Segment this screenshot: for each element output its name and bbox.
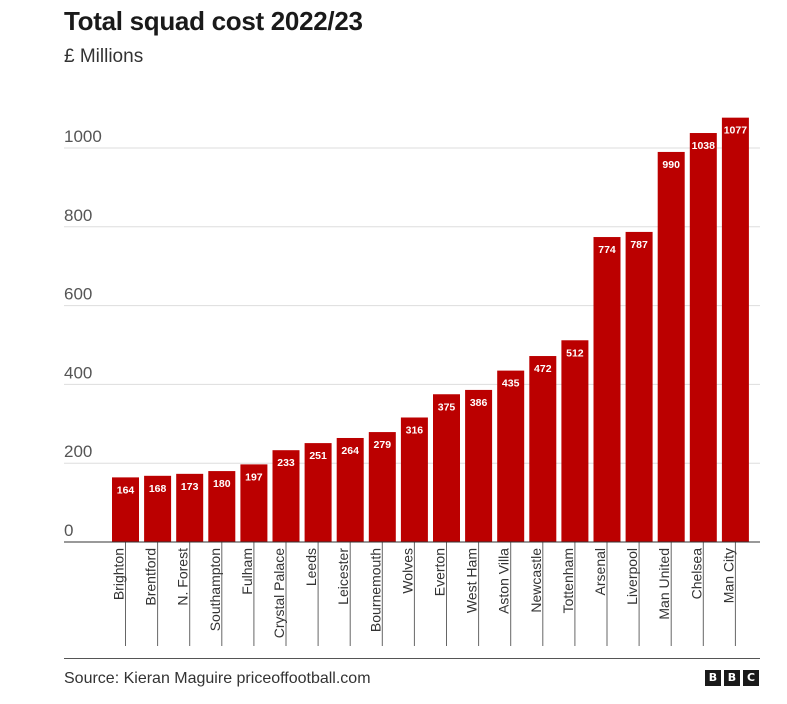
y-tick-label: 0 xyxy=(64,521,73,540)
bar xyxy=(433,394,460,542)
category-label: Everton xyxy=(432,548,448,596)
bar xyxy=(465,389,493,542)
bar-value-label: 168 xyxy=(149,483,167,495)
y-tick-label: 1000 xyxy=(64,127,102,146)
bar xyxy=(336,437,364,542)
category-label: Wolves xyxy=(399,548,415,594)
bar-value-label: 164 xyxy=(117,484,135,496)
bar-value-label: 1038 xyxy=(692,140,716,152)
category-label: Leeds xyxy=(303,548,319,586)
category-label: Brighton xyxy=(111,548,127,600)
category-label: Man United xyxy=(656,548,672,620)
y-tick-label: 400 xyxy=(64,363,92,382)
bar-value-label: 512 xyxy=(566,347,584,359)
bar xyxy=(561,340,589,542)
bar-value-label: 264 xyxy=(341,445,359,457)
bar xyxy=(368,432,396,542)
bar xyxy=(176,473,204,542)
bar xyxy=(112,477,139,542)
bar xyxy=(689,133,717,542)
category-label: Brentford xyxy=(143,548,159,606)
category-label: Southampton xyxy=(207,548,223,631)
category-label: Newcastle xyxy=(528,548,544,613)
bar xyxy=(529,356,557,542)
bar-value-label: 316 xyxy=(406,424,424,436)
category-label: Bournemouth xyxy=(367,548,383,632)
bar-value-label: 472 xyxy=(534,363,552,375)
bar-value-label: 787 xyxy=(630,239,648,251)
chart-title: Total squad cost 2022/23 xyxy=(64,6,363,36)
bar xyxy=(721,117,749,543)
bar-value-label: 180 xyxy=(213,478,231,490)
bar xyxy=(240,464,268,542)
logo-letter-b1: B xyxy=(705,670,721,686)
bar xyxy=(657,151,685,542)
category-label: N. Forest xyxy=(175,548,191,606)
bar-value-label: 251 xyxy=(309,450,327,462)
bar-value-label: 375 xyxy=(438,401,456,413)
category-label: Arsenal xyxy=(592,548,608,595)
category-label: Fulham xyxy=(239,548,255,595)
bar xyxy=(208,471,236,542)
source-note: Source: Kieran Maguire priceoffootball.c… xyxy=(64,670,371,687)
bar-value-label: 173 xyxy=(181,481,199,493)
bar-value-label: 1077 xyxy=(724,125,748,137)
bar-value-label: 990 xyxy=(662,159,680,171)
logo-letter-c: C xyxy=(743,670,759,686)
footer-divider xyxy=(64,658,760,659)
bar xyxy=(144,475,172,542)
bbc-logo: B B C xyxy=(705,670,759,686)
bar xyxy=(400,417,428,542)
category-label: Liverpool xyxy=(624,548,640,605)
chart-subtitle: £ Millions xyxy=(64,46,144,67)
bar-value-label: 774 xyxy=(598,244,616,256)
category-label: Leicester xyxy=(335,548,351,605)
logo-letter-b2: B xyxy=(724,670,740,686)
category-label: Tottenham xyxy=(560,548,576,613)
y-tick-label: 800 xyxy=(64,206,92,225)
bar-value-label: 233 xyxy=(277,457,295,469)
category-label: Aston Villa xyxy=(496,548,512,614)
y-tick-label: 200 xyxy=(64,442,92,461)
bar xyxy=(625,231,653,542)
bar-value-label: 279 xyxy=(374,439,392,451)
y-tick-label: 600 xyxy=(64,285,92,304)
bar-value-label: 197 xyxy=(245,471,263,483)
category-label: Man City xyxy=(720,548,736,603)
category-label: Chelsea xyxy=(688,548,704,600)
bar-value-label: 386 xyxy=(470,397,488,409)
bar xyxy=(593,237,621,542)
bar xyxy=(497,370,525,542)
bar xyxy=(272,450,300,542)
category-label: Crystal Palace xyxy=(271,548,287,638)
bar xyxy=(304,443,332,542)
bar-value-label: 435 xyxy=(502,378,520,390)
category-label: West Ham xyxy=(464,548,480,613)
